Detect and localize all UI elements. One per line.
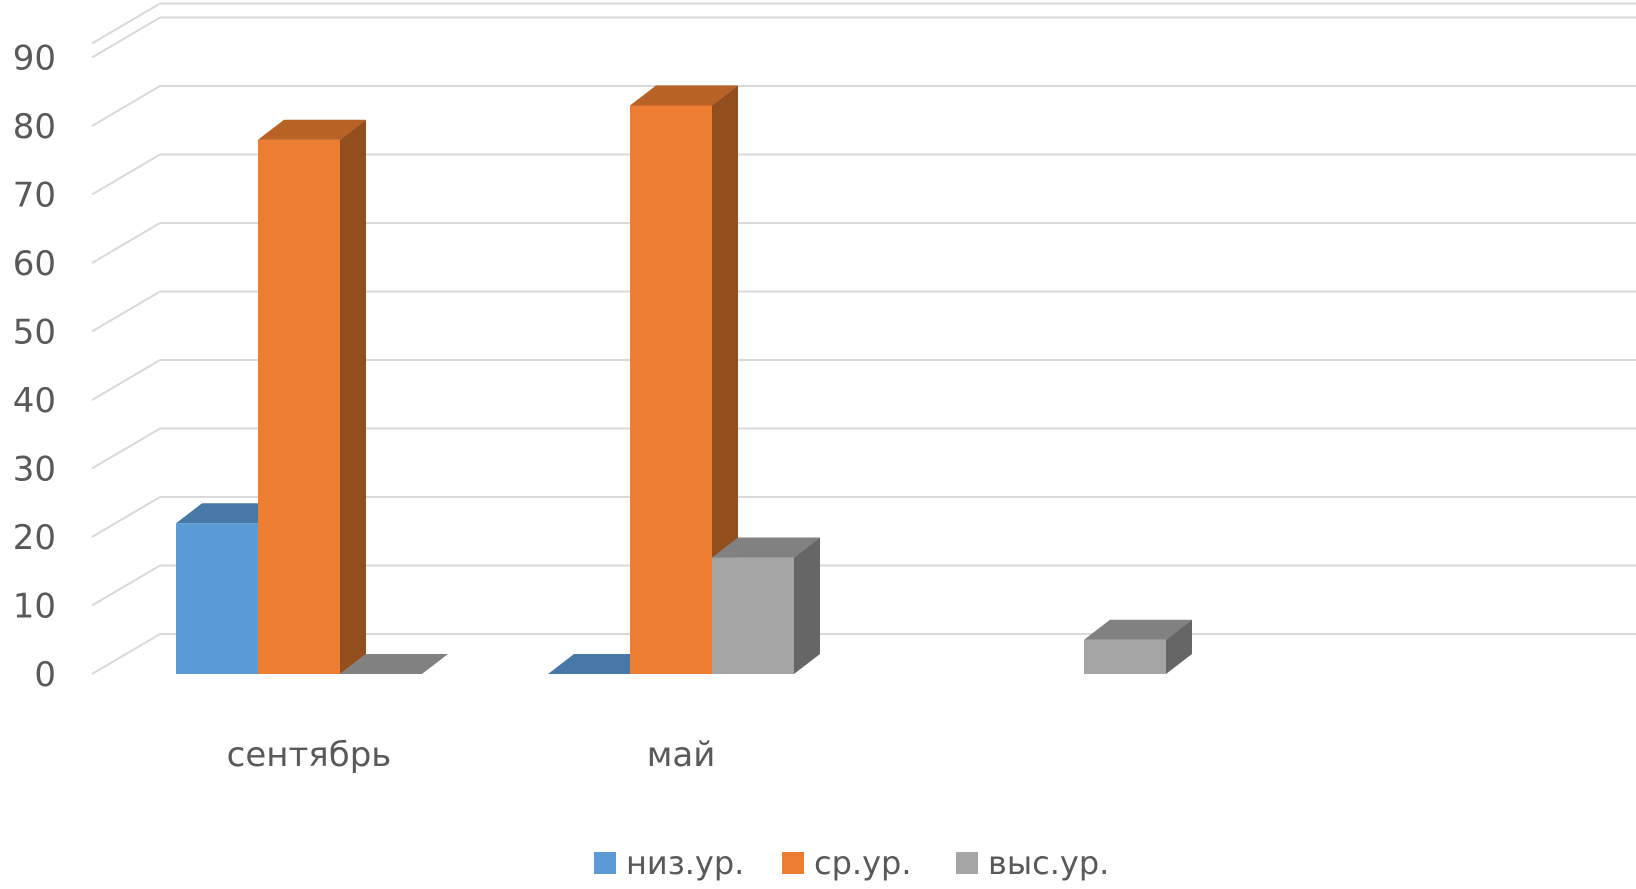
y-axis-tick-labels: 0 10 20 30 40 50 60 70 80 90	[13, 39, 56, 696]
bar-top	[258, 119, 366, 140]
legend-swatch	[956, 852, 978, 874]
gridline-diagonal	[91, 564, 161, 607]
gridline-diagonal	[91, 153, 161, 196]
gridline-diagonal	[91, 16, 161, 59]
bar-top	[712, 537, 820, 558]
bar-top	[176, 503, 284, 524]
legend-label: выс.ур.	[988, 844, 1109, 882]
bar-top	[340, 654, 448, 674]
bar-side	[712, 85, 738, 674]
category-label: май	[647, 735, 716, 775]
bar-front	[630, 105, 712, 674]
bar-front	[258, 139, 340, 674]
y-tick-label: 60	[13, 244, 56, 284]
gridline-diagonal	[91, 2, 161, 45]
gridline-diagonal	[91, 633, 161, 675]
legend-label: низ.ур.	[626, 844, 744, 882]
bars	[176, 85, 1192, 674]
bar-низ.ур.-май	[548, 654, 656, 674]
gridline-diagonal	[91, 222, 161, 264]
bar-front	[712, 557, 794, 674]
bar-side	[794, 537, 820, 674]
y-tick-label: 90	[13, 39, 56, 79]
bar-top	[548, 654, 656, 674]
gridline-diagonal	[91, 85, 161, 127]
legend-label: ср.ур.	[814, 844, 912, 882]
y-tick-label: 0	[34, 655, 56, 695]
category-labels: сентябрь май	[227, 735, 716, 775]
gridline-diagonal	[91, 496, 161, 538]
legend: низ.ур. ср.ур. выс.ур.	[594, 844, 1109, 882]
y-tick-label: 10	[13, 587, 56, 627]
bar-ср.ур.-май	[630, 85, 738, 674]
bar-top	[1084, 619, 1192, 640]
gridline-diagonal	[91, 427, 161, 470]
bar-front	[1084, 639, 1166, 674]
gridlines	[91, 2, 1636, 675]
legend-swatch	[594, 852, 616, 874]
legend-swatch	[782, 852, 804, 874]
y-tick-label: 50	[13, 313, 56, 353]
bar-выс.ур.-май	[712, 537, 820, 674]
y-tick-label: 20	[13, 518, 56, 558]
gridline-diagonal	[91, 359, 161, 401]
category-label: сентябрь	[227, 735, 392, 775]
gridline-diagonal	[91, 290, 161, 333]
bar-side	[340, 119, 366, 674]
y-tick-label: 80	[13, 107, 56, 147]
y-tick-label: 40	[13, 381, 56, 421]
y-tick-label: 70	[13, 176, 56, 216]
bar-выс.ур.-category-3	[1084, 619, 1192, 674]
bar-top	[630, 85, 738, 106]
bar-ср.ур.-сентябрь	[258, 119, 366, 674]
bar-выс.ур.-сентябрь	[340, 654, 448, 674]
bar-side	[1166, 619, 1192, 674]
bar-front	[176, 523, 258, 674]
y-tick-label: 30	[13, 450, 56, 490]
